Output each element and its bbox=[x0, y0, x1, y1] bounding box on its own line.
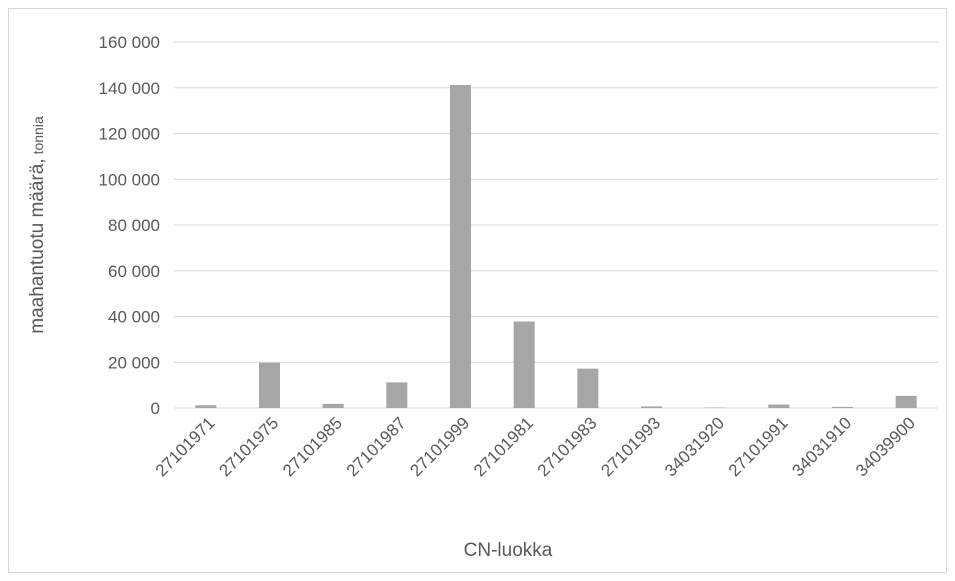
y-axis-title: maahantuotu määrä, tonnia bbox=[27, 116, 48, 334]
y-tick-label: 100 000 bbox=[99, 170, 160, 189]
x-tick-label: 27101985 bbox=[279, 413, 346, 480]
chart-frame bbox=[8, 8, 947, 573]
bars bbox=[195, 85, 917, 408]
x-tick-label: 27101993 bbox=[597, 413, 664, 480]
bar-27101987 bbox=[386, 382, 408, 408]
bar-27101971 bbox=[195, 405, 217, 408]
bar-27101985 bbox=[322, 403, 344, 408]
x-axis-title: CN-luokka bbox=[464, 540, 553, 561]
y-tick-label: 80 000 bbox=[108, 216, 160, 235]
x-tick-label: 34031910 bbox=[788, 413, 855, 480]
y-axis-ticks: 0 20 000 40 000 60 000 80 000 100 000 120 000 1… bbox=[99, 33, 160, 418]
x-tick-label: 34039900 bbox=[852, 413, 919, 480]
x-tick-label: 27101991 bbox=[725, 413, 792, 480]
x-tick-label: 34031920 bbox=[661, 413, 728, 480]
bar-27101983 bbox=[577, 368, 599, 408]
x-tick-label: 27101971 bbox=[152, 413, 219, 480]
y-tick-label: 140 000 bbox=[99, 79, 160, 98]
y-tick-label: 120 000 bbox=[99, 125, 160, 144]
bar-27101999 bbox=[449, 85, 472, 408]
y-tick-label: 60 000 bbox=[108, 262, 160, 281]
bar-34039900 bbox=[895, 395, 917, 408]
x-tick-label: 27101999 bbox=[406, 413, 473, 480]
y-axis-title-unit: tonnia bbox=[30, 116, 46, 154]
x-tick-label: 27101983 bbox=[534, 413, 601, 480]
y-axis-title-main: maahantuotu määrä, bbox=[27, 158, 48, 333]
y-tick-label: 20 000 bbox=[108, 353, 160, 372]
bar-34031910 bbox=[831, 406, 854, 408]
gridlines bbox=[174, 41, 938, 409]
x-tick-label: 27101987 bbox=[343, 413, 410, 480]
x-tick-label: 27101975 bbox=[215, 413, 282, 480]
y-tick-label: 160 000 bbox=[99, 33, 160, 52]
y-tick-label: 0 bbox=[151, 399, 160, 418]
x-tick-label: 27101981 bbox=[470, 413, 537, 480]
y-tick-label: 40 000 bbox=[108, 308, 160, 327]
bar-27101991 bbox=[768, 404, 790, 408]
bar-27101975 bbox=[258, 362, 281, 408]
bar-27101981 bbox=[513, 321, 535, 408]
bar-27101993 bbox=[640, 406, 663, 408]
x-axis-ticks: 2710197127101975271019852710198727101999… bbox=[152, 413, 919, 480]
